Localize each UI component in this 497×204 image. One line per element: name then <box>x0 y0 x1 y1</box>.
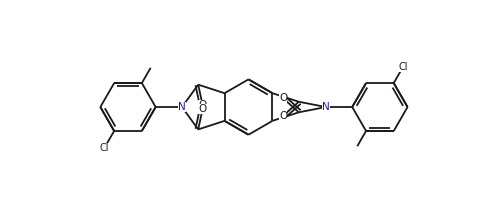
Text: Cl: Cl <box>399 62 408 72</box>
Text: O: O <box>279 111 287 121</box>
Text: N: N <box>322 102 330 112</box>
Text: O: O <box>279 93 287 103</box>
Text: Cl: Cl <box>100 143 109 153</box>
Text: N: N <box>178 102 186 112</box>
Text: O: O <box>198 100 207 110</box>
Text: O: O <box>198 104 207 114</box>
